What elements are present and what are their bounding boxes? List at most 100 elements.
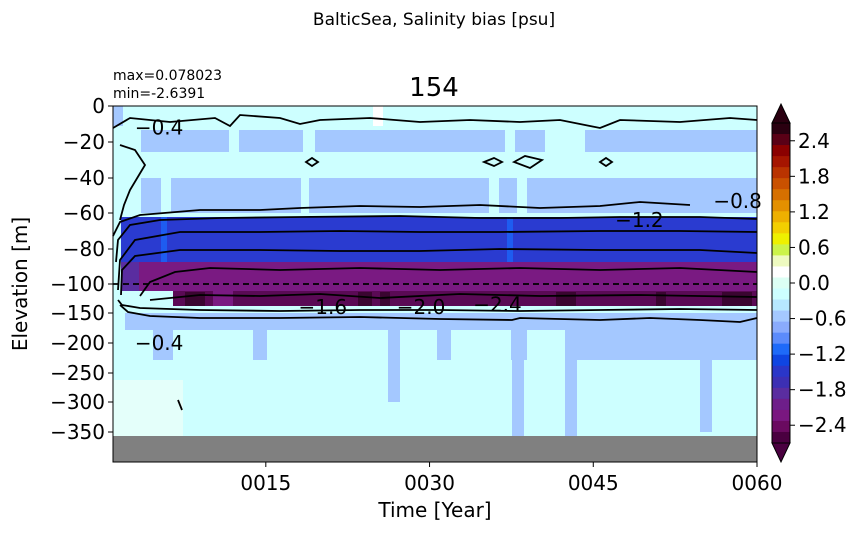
contour-line (119, 144, 147, 221)
y-axis-label: Elevation [m] (8, 217, 32, 351)
heatmap-cell (380, 292, 390, 306)
contour-line (120, 248, 758, 296)
y-tick-label: −250 (50, 361, 105, 385)
heatmap-cell (113, 291, 173, 306)
y-tick-label: −350 (50, 420, 105, 444)
x-tick-label: 0015 (240, 471, 291, 495)
heatmap-cell (515, 130, 545, 152)
contour-line (177, 399, 183, 411)
plot-title: 154 (409, 73, 459, 103)
colorbar-segment (772, 310, 790, 323)
heatmap-cell (493, 106, 563, 126)
x-axis: 0015 0030 0045 0060 (240, 462, 782, 495)
heatmap-cell (517, 178, 527, 213)
colorbar-tick-label: 1.2 (798, 200, 830, 224)
heatmap-cell (113, 330, 153, 360)
x-tick-label: 0060 (732, 471, 783, 495)
colorbar-segment (772, 134, 790, 146)
colorbar-segment (772, 233, 790, 245)
colorbar-segment (772, 288, 790, 301)
contour-labels: −0.4 −0.8 −1.2 −1.6 −2.0 −2.4 −0.4 (135, 116, 762, 355)
contour-label: −0.8 (713, 189, 762, 213)
contour-line (304, 156, 320, 168)
heatmap-cell (161, 217, 167, 262)
colorbar: 2.4 1.8 1.2 0.6 0.0 −0.6 −1.2 −1.8 −2.4 (771, 102, 847, 464)
heatmap-cell (167, 217, 507, 262)
contour-label: −0.4 (135, 116, 184, 140)
heatmap-cell (267, 330, 437, 360)
contour-lines (112, 114, 758, 411)
contour-line (112, 114, 758, 129)
colorbar-segment (772, 431, 790, 444)
colorbar-segment (772, 420, 790, 433)
heatmap-cell (113, 313, 125, 330)
contour-line (481, 157, 505, 167)
x-tick-label: 0030 (404, 471, 455, 495)
contour-label: −2.0 (397, 295, 446, 319)
heatmap-cell (373, 106, 383, 126)
x-tick-label: 0045 (568, 471, 619, 495)
contour-label: −0.4 (135, 331, 184, 355)
heatmap-cell (513, 217, 757, 262)
heatmap-cell (388, 330, 400, 402)
heatmap-cell (303, 130, 315, 152)
contour-label: −1.6 (299, 295, 348, 319)
heatmap-cell (141, 178, 161, 213)
colorbar-tick-label: 0.0 (798, 271, 830, 295)
colorbar-tick-label: −0.6 (798, 307, 847, 331)
colorbar-segment (772, 189, 790, 201)
contour-line (119, 304, 758, 323)
heatmap-cell (556, 292, 576, 306)
heatmap-cell (451, 330, 511, 360)
heatmap-cell (149, 360, 757, 392)
colorbar-segment (772, 343, 790, 356)
heatmap-cell (141, 130, 229, 152)
heatmap-cell (161, 178, 171, 213)
heatmap-cell (507, 217, 513, 262)
colorbar-extend-max (771, 102, 791, 124)
colorbar-segment (772, 321, 790, 334)
y-axis: 0 −20 −40 −60 −80 −100 −150 −200 −250 −300 −350 (50, 94, 113, 444)
heatmap-cell (383, 106, 493, 126)
heatmap-cell (113, 380, 183, 436)
max-annotation: max=0.078023 (113, 68, 222, 84)
heatmap-cell (121, 262, 139, 284)
heatmap-cell (113, 130, 141, 152)
colorbar-segment (772, 398, 790, 411)
heatmap-cell (253, 330, 267, 360)
y-tick-label: −100 (50, 272, 105, 296)
heatmap-cell (315, 130, 505, 152)
colorbar-segment (772, 123, 790, 135)
heatmap-cell (563, 106, 757, 126)
heatmap-cell (722, 292, 752, 306)
contour-line (139, 267, 758, 297)
heatmap-cell (185, 292, 205, 306)
contour-line (117, 299, 758, 312)
heatmap-cell (239, 130, 303, 152)
colorbar-segment (772, 332, 790, 345)
colorbar-segment (772, 365, 790, 378)
colorbar-segment (772, 354, 790, 367)
heatmap-cell (499, 178, 517, 213)
heatmap-cell (358, 292, 372, 306)
contour-label: −1.2 (615, 208, 664, 232)
y-tick-label: −200 (50, 331, 105, 355)
colorbar-tick-label: −2.4 (798, 413, 847, 437)
colorbar-segment (772, 409, 790, 422)
colorbar-segment (772, 145, 790, 157)
colorbar-tick-label: −1.2 (798, 342, 847, 366)
colorbar-tick-label: 0.6 (798, 235, 830, 259)
colorbar-segment (772, 277, 790, 290)
heatmap-cell (171, 178, 301, 213)
y-tick-label: −80 (63, 237, 105, 261)
min-annotation: min=-2.6391 (113, 86, 205, 102)
heatmap-cell (585, 130, 757, 152)
colorbar-tick-label: 1.8 (798, 164, 830, 188)
colorbar-segment (772, 211, 790, 223)
heatmap-cell (545, 130, 585, 152)
heatmap-cell (489, 178, 499, 213)
heatmap-cell (113, 106, 123, 126)
land-mask (113, 436, 757, 462)
colorbar-segment (772, 167, 790, 179)
x-axis-label: Time [Year] (377, 498, 491, 522)
